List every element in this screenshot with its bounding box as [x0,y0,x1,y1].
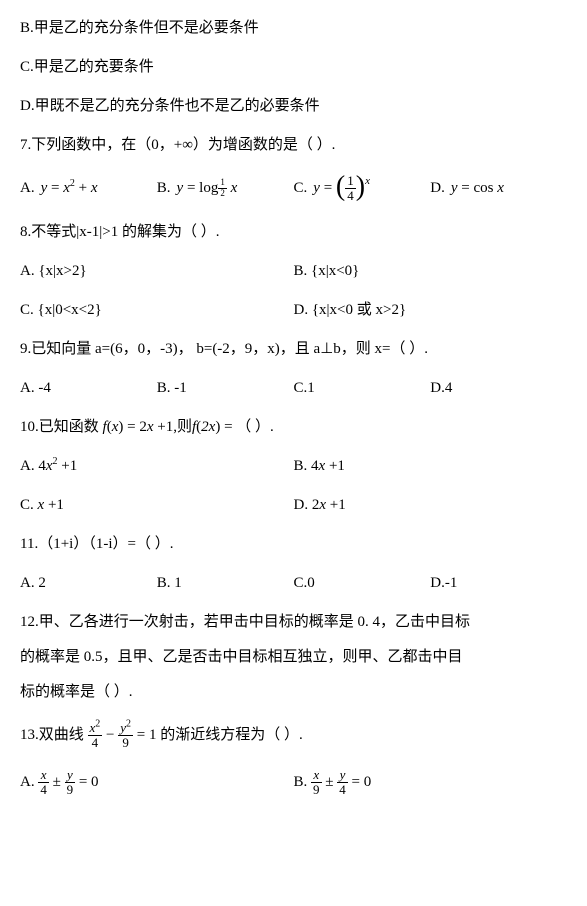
expr: y = cos x [451,178,504,199]
q13-options: A. x4 ± y9 = 0 B. x9 ± y4 = 0 [20,768,567,798]
opt-label: B. [157,178,171,199]
q12-stem-l3: 标的概率是（ ）. [20,682,567,703]
q11-option-b: B. 1 [157,573,294,594]
q7-option-d: D. y = cos x [430,174,567,204]
opt-label: D. [430,178,445,199]
q13-option-b: B. x9 ± y4 = 0 [294,768,568,798]
q6-option-d: D.甲既不是乙的充分条件也不是乙的必要条件 [20,96,567,117]
q8-stem: 8.不等式|x-1|>1 的解集为（ ）. [20,222,567,243]
q11-option-d: D.-1 [430,573,567,594]
q12-stem-l1: 12.甲、乙各进行一次射击，若甲击中目标的概率是 0. 4，乙击中目标 [20,612,567,633]
q10-options-row1: A. 4x2 +1 B. 4x +1 [20,456,567,477]
expr: y = log12 x [177,178,238,199]
q11-options: A. 2 B. 1 C.0 D.-1 [20,573,567,594]
q11-stem: 11.（1+i）（1-i）=（ ）. [20,534,567,555]
q10-option-a: A. 4x2 +1 [20,456,294,477]
q10-option-c: C. x +1 [20,495,294,516]
q13-option-a: A. x4 ± y9 = 0 [20,768,294,798]
q7-option-a: A. y = x2 + x [20,174,157,204]
expr: y = (14)x [313,174,370,204]
q9-stem: 9.已知向量 a=(6，0，-3)， b=(-2，9，x)，且 a⊥b，则 x=… [20,339,567,360]
q7-options: A. y = x2 + x B. y = log12 x C. y = (14)… [20,174,567,204]
q6-option-c: C.甲是乙的充要条件 [20,57,567,78]
q10-options-row2: C. x +1 D. 2x +1 [20,495,567,516]
q10-stem: 10.已知函数 f(x) = 2x +1,则f(2x) = （ ）. [20,417,567,438]
q12-stem-l2: 的概率是 0.5，且甲、乙是否击中目标相互独立，则甲、乙都击中目 [20,647,567,668]
q8-options-row1: A. {x|x>2} B. {x|x<0} [20,261,567,282]
q9-option-c: C.1 [294,378,431,399]
q7-option-c: C. y = (14)x [294,174,431,204]
q9-option-b: B. -1 [157,378,294,399]
q8-option-c: C. {x|0<x<2} [20,300,294,321]
q6-option-b: B.甲是乙的充分条件但不是必要条件 [20,18,567,39]
q10-option-d: D. 2x +1 [294,495,568,516]
q13-stem: 13.双曲线 x24 − y29 = 1 的渐近线方程为（ ）. [20,721,567,751]
q10-option-b: B. 4x +1 [294,456,568,477]
q11-option-c: C.0 [294,573,431,594]
q8-option-a: A. {x|x>2} [20,261,294,282]
q11-option-a: A. 2 [20,573,157,594]
q7-stem: 7.下列函数中，在（0，+∞）为增函数的是（ ）. [20,135,567,156]
opt-label: A. [20,178,35,199]
opt-label: C. [294,178,308,199]
q8-options-row2: C. {x|0<x<2} D. {x|x<0 或 x>2} [20,300,567,321]
q8-option-b: B. {x|x<0} [294,261,568,282]
q9-options: A. -4 B. -1 C.1 D.4 [20,378,567,399]
expr: y = x2 + x [41,178,98,199]
q8-option-d: D. {x|x<0 或 x>2} [294,300,568,321]
q7-option-b: B. y = log12 x [157,174,294,204]
q9-option-a: A. -4 [20,378,157,399]
q9-option-d: D.4 [430,378,567,399]
